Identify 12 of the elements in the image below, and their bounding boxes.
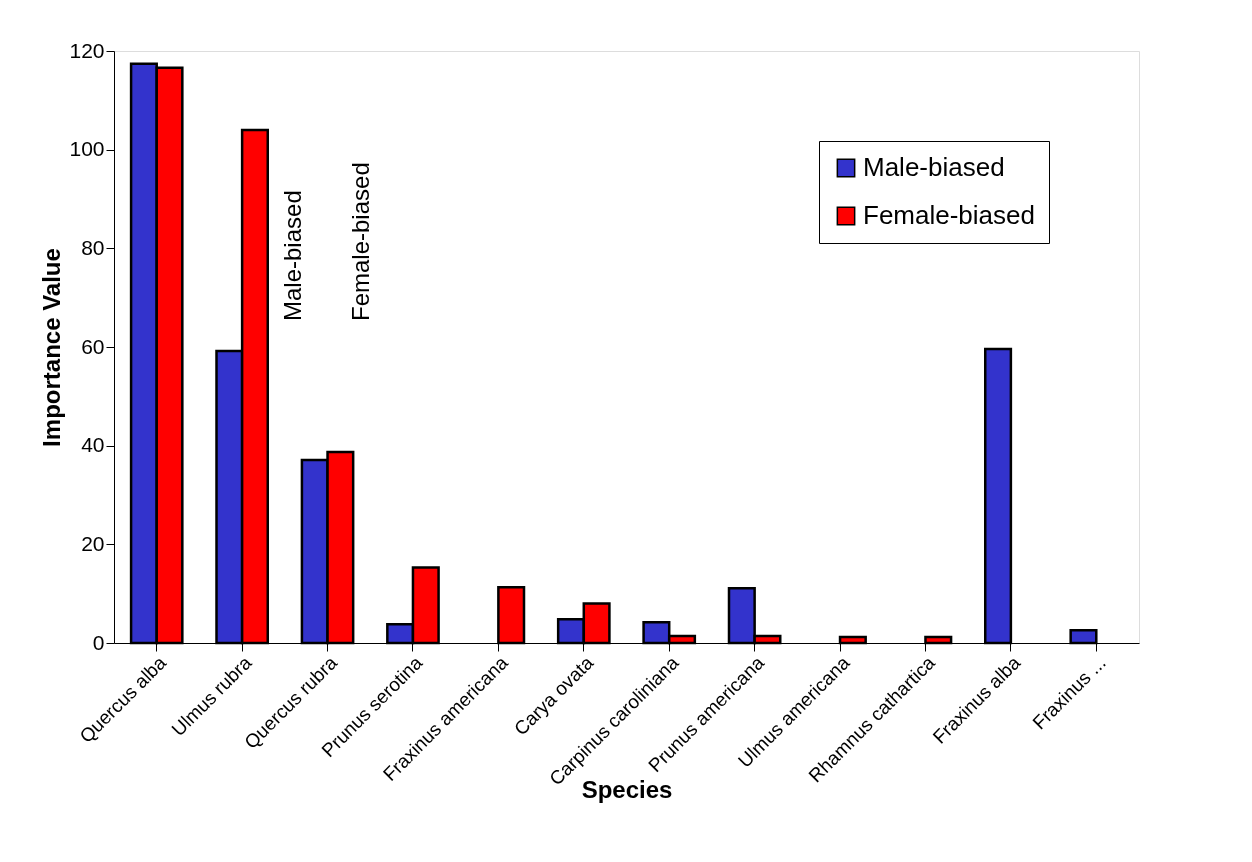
y-tick-label: 0: [92, 630, 105, 654]
y-tick-label: 120: [69, 38, 105, 62]
y-tick-label: 20: [81, 531, 105, 555]
legend-label: Male-biased: [863, 152, 1005, 182]
y-axis-title: Importance Value: [38, 248, 66, 447]
annotation: Female-biased: [347, 162, 374, 321]
y-tick-label: 80: [81, 235, 105, 259]
y-tick-label: 100: [69, 137, 105, 161]
annotation: Male-biased: [279, 190, 306, 321]
y-tick-label: 60: [81, 334, 105, 358]
legend-label: Female-biased: [863, 200, 1035, 230]
y-tick-label: 40: [81, 433, 105, 457]
